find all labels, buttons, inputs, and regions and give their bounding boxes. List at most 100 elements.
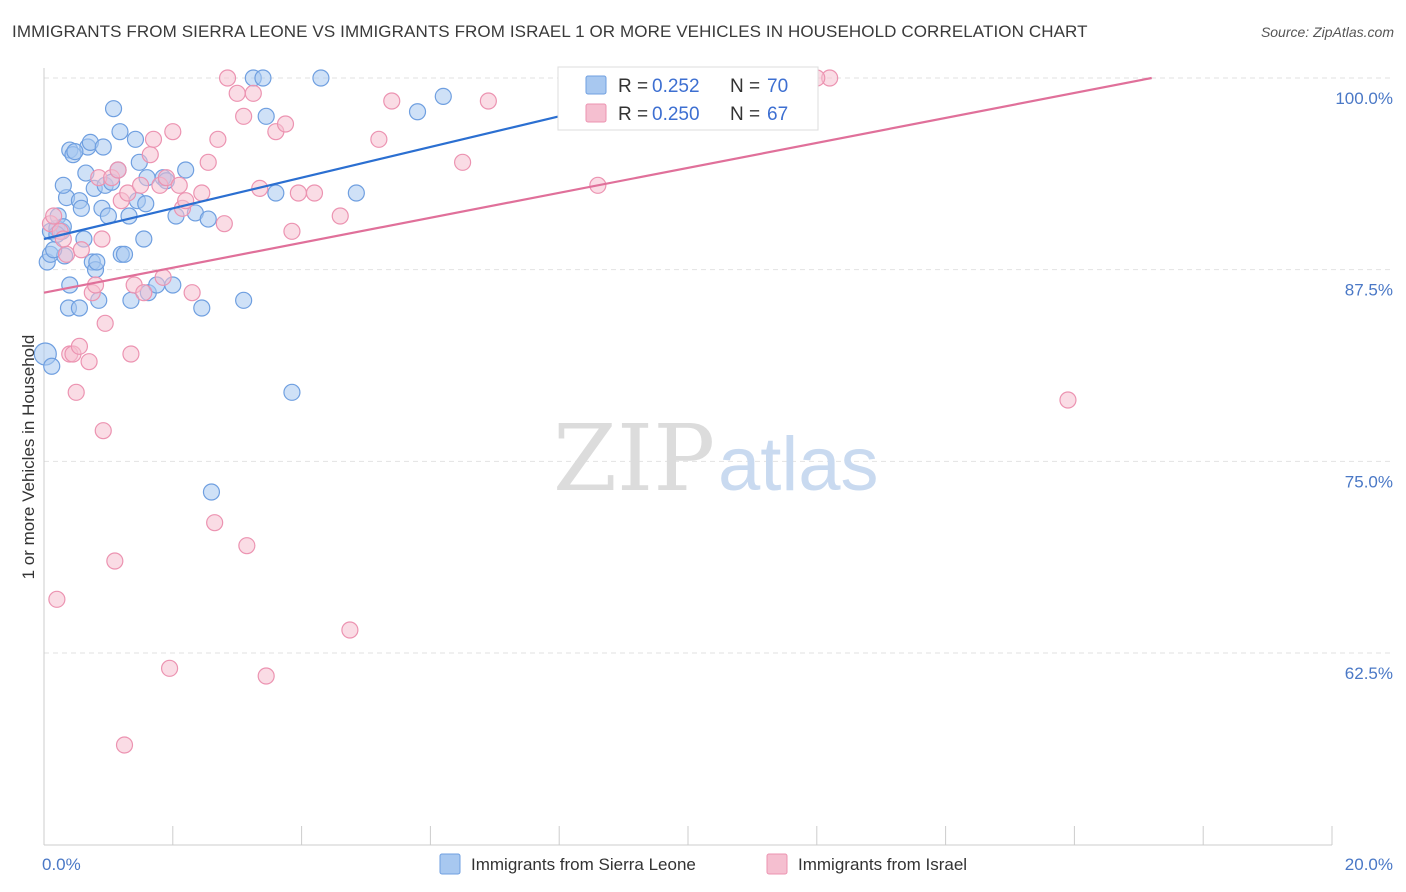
y-tick-labels: 62.5% 75.0% 87.5% 100.0%: [1335, 89, 1393, 683]
point-pts-blue-49: [199, 210, 217, 228]
axes: [43, 68, 1333, 846]
point-pts-pink-31: [164, 123, 182, 141]
point-pts-pink-38: [206, 514, 224, 532]
point-pts-blue-51: [235, 291, 253, 309]
point-pts-blue-46: [177, 161, 195, 179]
point-pts-pink-1: [45, 207, 63, 225]
point-pts-pink-65: [72, 241, 90, 259]
point-pts-pink-44: [238, 537, 256, 555]
watermark-zip: ZIP: [553, 405, 715, 512]
point-pts-pink-6: [67, 383, 85, 401]
point-pts-pink-40: [215, 215, 233, 233]
trend-line-israel: [43, 76, 1152, 294]
point-pts-blue-32: [120, 207, 138, 225]
point-pts-pink-58: [479, 92, 497, 110]
bottom-legend: Immigrants from Sierra Leone Immigrants …: [439, 853, 967, 875]
point-pts-blue-60: [434, 87, 452, 106]
point-pts-blue-31: [115, 245, 134, 263]
point-pts-pink-20: [119, 184, 137, 202]
stats-r-pink: 0.250: [652, 104, 700, 125]
point-pts-pink-37: [199, 153, 217, 171]
point-pts-pink-36: [193, 184, 211, 202]
point-pts-pink-8: [80, 353, 98, 371]
y-tick-label-1: 75.0%: [1345, 472, 1393, 491]
series-israel: [41, 69, 1077, 754]
point-pts-pink-45: [244, 84, 262, 102]
x-tick-label-0: 0.0%: [42, 855, 81, 874]
point-pts-blue-50: [202, 483, 221, 501]
point-pts-blue-29: [111, 123, 129, 141]
point-pts-pink-42: [228, 84, 246, 102]
point-pts-pink-30: [160, 659, 179, 677]
point-pts-blue-23: [94, 138, 112, 156]
point-pts-blue-9: [54, 176, 72, 194]
stats-r-blue: 0.252: [652, 76, 700, 97]
trend-line-sierra-leone: [43, 115, 560, 241]
point-pts-pink-7: [70, 337, 89, 355]
point-pts-blue-58: [347, 184, 365, 202]
point-pts-blue-59: [408, 103, 427, 121]
watermark-atlas: atlas: [718, 422, 879, 507]
legend-swatch-israel: [766, 853, 788, 875]
point-pts-pink-19: [115, 736, 134, 754]
point-pts-pink-55: [370, 130, 388, 148]
y-tick-label-0: 62.5%: [1345, 664, 1393, 683]
trend-lines: [43, 76, 1152, 294]
point-pts-pink-14: [94, 422, 112, 440]
point-pts-pink-51: [289, 184, 307, 202]
point-pts-pink-24: [135, 284, 153, 302]
point-pts-blue-1: [43, 357, 61, 375]
point-pts-blue-57: [312, 69, 330, 87]
legend-label-sierra-leone: Immigrants from Sierra Leone: [471, 855, 696, 874]
legend-swatch-sierra-leone: [439, 853, 461, 875]
gridlines: [44, 77, 1392, 654]
point-pts-pink-53: [331, 207, 349, 225]
watermark: ZIP atlas: [553, 405, 879, 512]
point-pts-blue-13: [72, 199, 90, 217]
point-pts-pink-49: [276, 115, 295, 133]
point-pts-pink-16: [106, 552, 124, 570]
point-pts-pink-41: [218, 69, 237, 87]
point-pts-pink-63: [1059, 391, 1077, 409]
y-tick-label-2: 87.5%: [1345, 281, 1393, 300]
stats-n-label-pink: N =: [730, 104, 760, 125]
point-pts-pink-35: [183, 284, 201, 302]
point-pts-pink-39: [209, 130, 227, 148]
point-pts-pink-10: [86, 276, 105, 294]
point-pts-pink-52: [305, 184, 324, 202]
point-pts-pink-12: [93, 230, 111, 248]
stats-legend: R = 0.252 N = 70 R = 0.250 N = 67: [557, 66, 819, 131]
stats-n-pink: 67: [767, 104, 788, 125]
point-pts-pink-56: [383, 92, 401, 110]
point-pts-pink-25: [141, 146, 159, 164]
point-pts-blue-48: [193, 299, 211, 317]
stats-r-label-pink: R =: [618, 104, 648, 125]
point-pts-pink-43: [235, 107, 253, 125]
point-pts-blue-62: [70, 299, 89, 317]
point-pts-blue-20: [88, 253, 106, 271]
point-pts-blue-56: [283, 383, 301, 401]
point-pts-pink-32: [170, 176, 188, 194]
point-pts-pink-50: [283, 222, 301, 240]
point-pts-pink-64: [48, 590, 66, 608]
chart-title: IMMIGRANTS FROM SIERRA LEONE VS IMMIGRAN…: [12, 22, 1088, 41]
x-tick-labels: 0.0% 20.0%: [42, 855, 1393, 874]
point-pts-blue-37: [135, 230, 153, 248]
point-pts-pink-54: [341, 621, 359, 639]
y-tick-label-3: 100.0%: [1335, 89, 1393, 108]
point-pts-blue-66: [66, 143, 84, 161]
x-tick-label-1: 20.0%: [1345, 855, 1393, 874]
point-pts-pink-23: [132, 176, 150, 194]
point-pts-blue-53: [254, 69, 272, 87]
point-pts-pink-13: [96, 314, 114, 332]
point-pts-blue-27: [104, 100, 123, 118]
point-pts-pink-29: [157, 169, 175, 187]
point-pts-blue-55: [267, 184, 285, 202]
point-pts-blue-65: [61, 276, 79, 294]
point-pts-pink-57: [454, 153, 472, 171]
source-label: Source: ZipAtlas.com: [1260, 24, 1394, 40]
series-sierra-leone: [33, 69, 452, 501]
point-pts-pink-26: [144, 130, 163, 148]
point-pts-blue-54: [257, 107, 275, 125]
